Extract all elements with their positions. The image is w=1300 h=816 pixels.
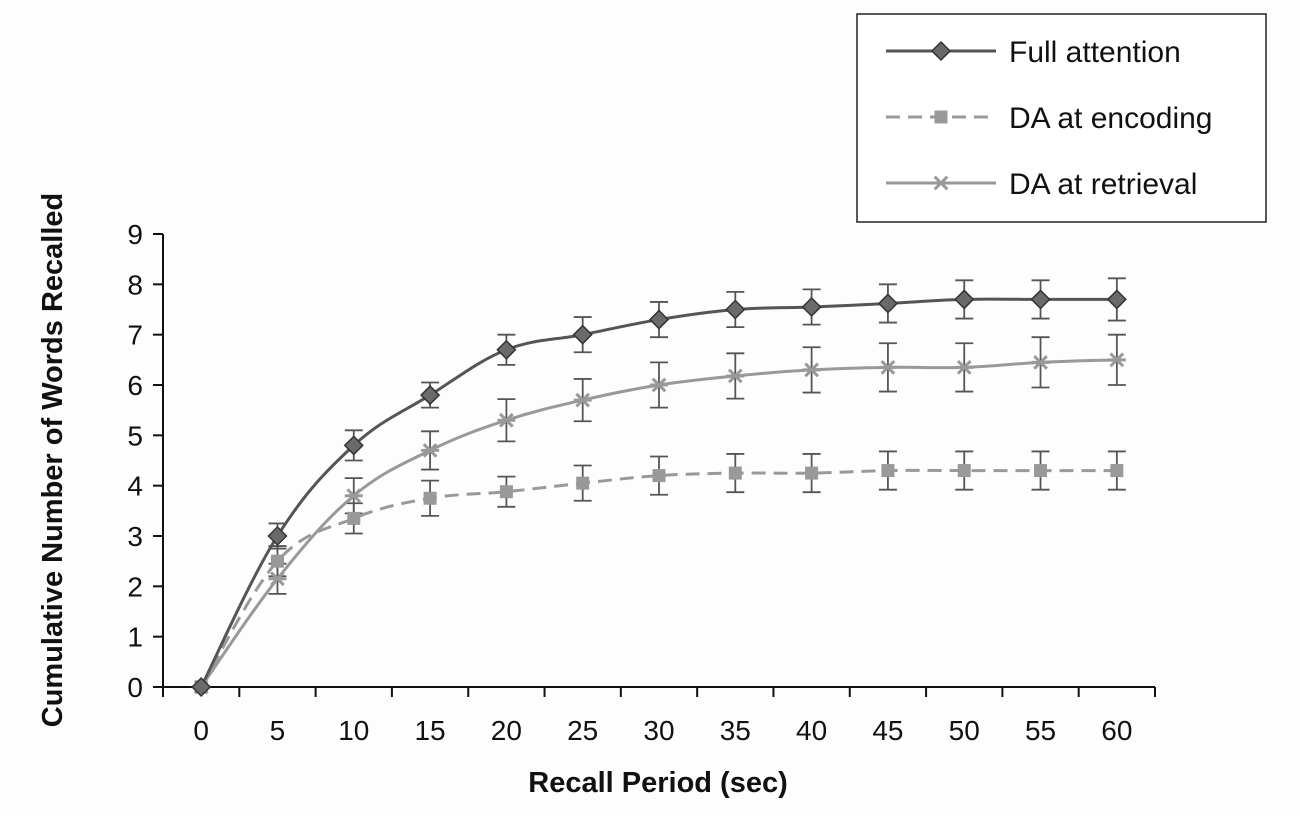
x-tick-label: 35 [720,715,751,746]
data-point-da-at-encoding [1110,464,1124,478]
data-point-da-at-encoding [270,554,284,568]
marker-stroke [575,392,591,408]
data-point-da-at-retrieval [344,488,363,504]
x-tick-label: 45 [872,715,903,746]
x-tick-label: 10 [338,715,369,746]
legend-label-da-at-retrieval: DA at retrieval [1009,168,1197,201]
x-tick-label: 40 [796,715,827,746]
x-tick-label: 25 [567,715,598,746]
marker-stroke [956,360,972,375]
y-tick-label: 2 [127,571,143,602]
y-tick-label: 7 [127,320,143,351]
data-point-full-attention [1030,289,1051,310]
marker-stroke [270,571,285,587]
marker-stroke [727,368,743,384]
y-tick-label: 8 [127,269,143,300]
x-tick-label: 50 [949,715,980,746]
data-point-full-attention [343,435,364,456]
data-point-da-at-encoding [423,491,437,505]
marker-stroke [1033,354,1048,370]
data-point-da-at-retrieval [421,443,440,458]
data-point-da-at-retrieval [878,360,897,375]
y-tick-label: 6 [127,370,143,401]
y-axis-title: Cumulative Number of Words Recalled [37,193,69,727]
legend-box [856,13,1267,223]
series-markers [191,289,1127,698]
x-tick-label: 0 [193,715,209,746]
data-point-da-at-encoding [957,464,971,478]
data-point-full-attention [801,296,822,318]
legend-marker-da-at-retrieval [932,175,950,191]
x-tick-label: 30 [643,715,674,746]
data-point-full-attention [1106,289,1127,310]
data-point-full-attention [725,299,746,320]
data-point-da-at-retrieval [268,571,287,587]
y-tick-label: 1 [127,622,143,653]
data-point-full-attention [420,385,441,406]
data-point-da-at-encoding [881,464,895,478]
series-line-da-at-encoding [199,468,1117,688]
x-tick-label: 55 [1025,715,1056,746]
x-tick-label: 15 [414,715,445,746]
data-point-full-attention [877,293,898,314]
x-tick-label: 5 [270,715,286,746]
marker-stroke [1109,352,1125,368]
error-bars [268,277,1126,595]
y-tick-label: 3 [127,521,143,552]
marker-stroke [651,377,667,393]
data-point-da-at-encoding [805,466,819,480]
data-point-da-at-retrieval [955,360,974,375]
data-point-full-attention [648,309,670,330]
y-tick-label: 5 [127,420,143,451]
x-tick-label: 20 [491,715,522,746]
data-point-da-at-retrieval [802,362,821,378]
legend-label-full-attention: Full attention [1009,36,1181,69]
data-point-da-at-encoding [728,466,742,480]
data-point-da-at-retrieval [497,412,516,428]
data-point-da-at-retrieval [1107,352,1126,368]
x-tick-label: 60 [1101,715,1132,746]
y-tick-label: 4 [127,471,143,502]
data-point-full-attention [572,324,593,345]
y-tick-label: 9 [127,219,143,250]
marker-stroke [422,443,438,458]
data-point-da-at-retrieval [650,377,668,393]
marker-stroke [499,412,514,428]
legend: Full attention DA at encoding DA at retrie… [856,13,1267,223]
data-point-da-at-encoding [1034,464,1048,478]
data-point-full-attention [191,676,212,698]
data-point-full-attention [267,525,288,547]
marker-stroke [346,488,362,504]
data-point-da-at-encoding [347,511,361,525]
data-point-full-attention [954,289,975,310]
marker-stroke [933,175,949,191]
data-point-da-at-encoding [576,476,590,490]
data-point-da-at-retrieval [1031,354,1050,370]
legend-label-da-at-encoding: DA at encoding [1009,102,1212,135]
marker-stroke [880,360,896,375]
data-point-da-at-retrieval [726,368,745,384]
legend-marker-full-attention [930,40,952,62]
data-point-full-attention [496,339,517,360]
data-point-da-at-retrieval [573,392,592,408]
legend-marker-da-at-encoding [934,110,948,124]
data-point-da-at-encoding [652,469,666,483]
y-tick-label: 0 [127,672,143,703]
data-point-da-at-encoding [499,485,513,499]
marker-stroke [804,362,819,378]
x-axis-title: Recall Period (sec) [528,767,788,799]
